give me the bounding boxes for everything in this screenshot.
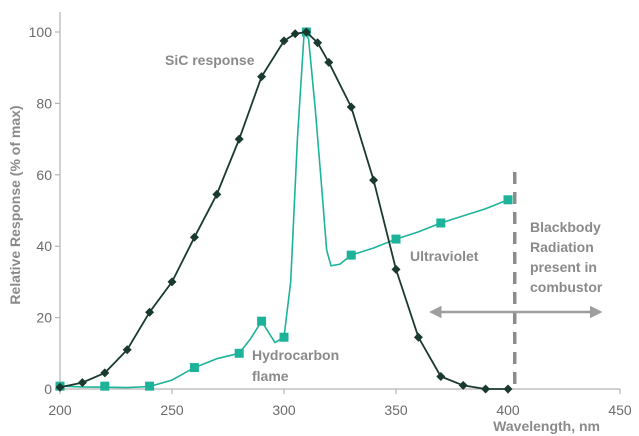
data-point	[458, 380, 468, 390]
series-layer	[55, 27, 513, 394]
y-tick-label: 60	[36, 167, 52, 183]
x-axis-title: Wavelength, nm	[493, 418, 600, 434]
data-point	[257, 316, 267, 326]
data-point	[145, 307, 155, 317]
data-point	[324, 57, 334, 67]
data-point	[100, 381, 110, 391]
data-point	[391, 264, 401, 274]
x-tick-label: 250	[160, 402, 184, 418]
data-point	[189, 232, 199, 242]
data-point	[279, 36, 289, 46]
data-point	[313, 38, 323, 48]
y-tick-label: 0	[44, 381, 52, 397]
x-tick-label: 400	[496, 402, 520, 418]
series-ultraviolet-hydrocarbon	[55, 27, 513, 391]
data-point	[391, 234, 401, 244]
data-point	[77, 378, 87, 388]
sic-response-label: SiC response	[165, 52, 255, 68]
data-point	[346, 102, 356, 112]
series-sic-response	[55, 27, 513, 394]
data-point	[212, 189, 222, 199]
x-tick-labels: 200 250 300 350 400 450	[48, 389, 632, 418]
data-point	[189, 363, 199, 373]
data-point	[413, 332, 423, 342]
data-point	[503, 384, 513, 394]
blackbody-label-line3: present in	[530, 259, 597, 275]
data-point	[55, 382, 65, 392]
data-point	[436, 372, 446, 382]
blackbody-label-line2: Radiation	[530, 239, 594, 255]
data-point	[436, 218, 446, 228]
x-tick-label: 450	[608, 402, 632, 418]
data-point	[100, 368, 110, 378]
blackbody-label-line4: combustor	[530, 279, 603, 295]
data-point	[290, 29, 300, 39]
data-point	[346, 250, 356, 260]
y-tick-label: 80	[36, 95, 52, 111]
ultraviolet-label: Ultraviolet	[410, 248, 479, 264]
data-point	[369, 175, 379, 185]
y-tick-label: 100	[29, 24, 53, 40]
blackbody-label-line1: Blackbody	[530, 219, 601, 235]
data-point	[257, 72, 267, 82]
data-point	[279, 332, 289, 342]
data-point	[234, 348, 244, 358]
data-point	[503, 195, 513, 205]
data-point	[234, 134, 244, 144]
y-tick-label: 20	[36, 310, 52, 326]
data-point	[145, 381, 155, 391]
data-point	[167, 277, 177, 287]
hydrocarbon-flame-label-line2: flame	[252, 368, 289, 384]
x-tick-label: 300	[272, 402, 296, 418]
x-tick-label: 350	[384, 402, 408, 418]
x-tick-label: 200	[48, 402, 72, 418]
hydrocarbon-flame-label-line1: Hydrocarbon	[252, 347, 339, 363]
y-tick-labels: 0 20 40 60 80 100	[29, 24, 60, 397]
data-point	[122, 345, 132, 355]
data-point	[481, 384, 491, 394]
data-point	[301, 27, 311, 37]
y-tick-label: 40	[36, 238, 52, 254]
y-axis-title: Relative Response (% of max)	[7, 105, 23, 304]
